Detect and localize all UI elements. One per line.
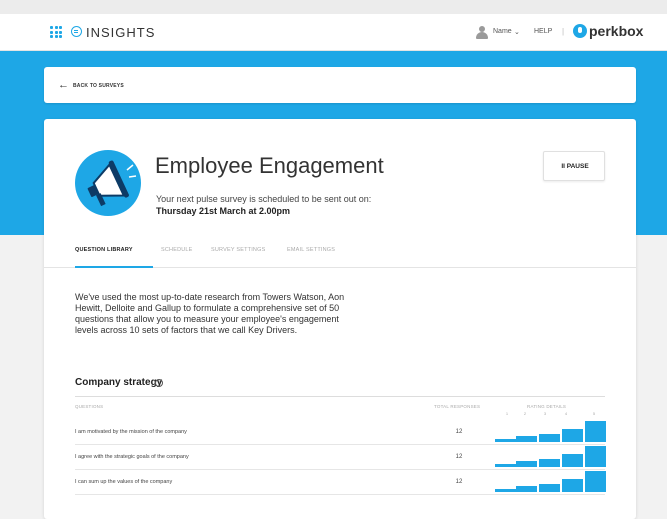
brand-title[interactable]: INSIGHTS [86, 25, 156, 40]
section-title: Company strategy [75, 377, 163, 388]
rating-bar-2 [516, 486, 537, 492]
rating-bar-5 [585, 471, 606, 492]
tab-bar [44, 235, 636, 268]
rating-scale-label: 3 [543, 411, 547, 416]
column-header-questions: QUESTIONS [75, 404, 104, 409]
rating-bar-4 [562, 429, 583, 442]
pause-button-label: II PAUSE [561, 163, 589, 170]
tab-survey-settings[interactable]: SURVEY SETTINGS [211, 247, 266, 253]
rating-scale-label: 5 [592, 411, 596, 416]
chevron-down-icon[interactable]: ⌄ [514, 29, 520, 36]
perkbox-logo-icon [573, 24, 587, 38]
window-top-strip [0, 0, 667, 14]
back-to-surveys-link[interactable]: BACK TO SURVEYS [73, 83, 124, 89]
perkbox-logo-text[interactable]: perkbox [589, 23, 644, 39]
survey-card [44, 119, 636, 519]
table-row[interactable]: I am motivated by the mission of the com… [75, 420, 606, 445]
rating-bar-3 [539, 484, 560, 492]
question-text: I can sum up the values of the company [75, 479, 173, 485]
response-count: 12 [455, 429, 463, 435]
tab-email-settings[interactable]: EMAIL SETTINGS [287, 247, 336, 253]
rating-bar-3 [539, 459, 560, 467]
rating-bar-5 [585, 446, 606, 467]
rating-bar-2 [516, 436, 537, 442]
rating-bar-1 [495, 464, 516, 467]
question-text: I agree with the strategic goals of the … [75, 454, 189, 460]
tab-schedule[interactable]: SCHEDULE [161, 247, 193, 253]
survey-title: Employee Engagement [155, 153, 384, 178]
header-separator: | [562, 27, 565, 36]
pause-button[interactable]: II PAUSE [543, 151, 605, 181]
tab-question-library[interactable]: QUESTION LIBRARY [75, 247, 133, 253]
table-row[interactable]: I can sum up the values of the company 1… [75, 470, 606, 495]
next-survey-text: Your next pulse survey is scheduled to b… [156, 194, 372, 204]
response-count: 12 [455, 479, 463, 485]
question-text: I am motivated by the mission of the com… [75, 429, 187, 435]
active-tab-indicator [75, 266, 153, 268]
user-avatar-icon[interactable] [476, 26, 488, 39]
rating-scale-label: 4 [564, 411, 568, 416]
arrow-left-icon[interactable]: ← [58, 79, 69, 91]
rating-bar-2 [516, 461, 537, 467]
rating-bar-4 [562, 454, 583, 467]
rating-bars [495, 470, 606, 492]
next-survey-date: Thursday 21st March at 2.00pm [156, 206, 291, 216]
app-grid-icon[interactable] [50, 26, 62, 38]
response-count: 12 [455, 454, 463, 460]
back-card [44, 67, 636, 103]
table-header-divider [75, 396, 605, 397]
app-header [0, 14, 667, 51]
column-header-rating: RATING DETAILS [527, 404, 567, 409]
rating-bar-4 [562, 479, 583, 492]
rating-bar-5 [585, 421, 606, 442]
rating-bars [495, 420, 606, 442]
column-header-responses: TOTAL RESPONSES [434, 404, 481, 409]
rating-bar-3 [539, 434, 560, 442]
help-link[interactable]: HELP [534, 28, 553, 35]
insights-logo-icon [71, 26, 82, 37]
megaphone-icon [75, 150, 141, 216]
rating-bar-1 [495, 489, 516, 492]
rating-bars [495, 445, 606, 467]
rating-bar-1 [495, 439, 516, 442]
intro-text: We've used the most up-to-date research … [75, 292, 345, 335]
user-name-menu[interactable]: Name [493, 28, 512, 35]
info-icon[interactable]: i [155, 379, 163, 387]
rating-scale-label: 2 [523, 411, 527, 416]
table-row[interactable]: I agree with the strategic goals of the … [75, 445, 606, 470]
rating-scale-label: 1 [505, 411, 509, 416]
